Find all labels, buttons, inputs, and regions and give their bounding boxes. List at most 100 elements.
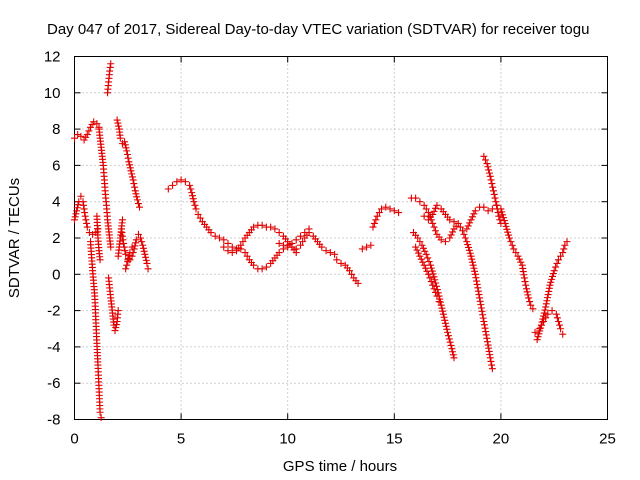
data-point	[275, 249, 283, 257]
data-point	[83, 223, 91, 231]
data-point	[354, 279, 362, 287]
data-point	[77, 132, 85, 140]
data-point	[470, 210, 478, 218]
data-point	[512, 249, 520, 257]
data-point	[463, 225, 471, 233]
data-point	[395, 209, 403, 217]
data-point	[220, 243, 228, 251]
data-point	[114, 307, 122, 315]
data-point	[477, 304, 485, 312]
data-point	[534, 333, 542, 341]
data-point	[429, 281, 437, 289]
data-point	[107, 243, 115, 251]
data-point	[544, 310, 552, 318]
data-point	[424, 209, 432, 217]
data-point	[473, 280, 481, 288]
data-point	[439, 307, 447, 315]
y-tick-label: 2	[52, 230, 60, 247]
data-point	[507, 238, 515, 246]
data-point	[123, 261, 131, 269]
data-point	[471, 270, 479, 278]
data-point	[133, 196, 141, 204]
data-point	[97, 414, 105, 422]
data-point	[267, 223, 275, 231]
data-point	[132, 190, 140, 198]
data-point	[547, 278, 555, 286]
data-point	[557, 252, 565, 260]
data-point	[121, 247, 129, 255]
data-point	[83, 219, 91, 227]
y-tick-label: -8	[47, 412, 60, 429]
data-point	[372, 216, 380, 224]
data-point	[499, 211, 507, 219]
data-point	[467, 216, 475, 224]
data-point	[474, 284, 482, 292]
data-point	[419, 258, 427, 266]
y-tick-label: 8	[52, 121, 60, 138]
chart-title: Day 047 of 2017, Sidereal Day-to-day VTE…	[47, 21, 589, 38]
data-point	[433, 292, 441, 300]
data-point	[475, 291, 483, 299]
data-point	[477, 301, 485, 309]
series-arc-14	[275, 225, 313, 249]
data-point	[132, 239, 140, 247]
data-marks	[71, 60, 571, 422]
data-point	[433, 201, 441, 209]
data-point	[524, 291, 532, 299]
data-point	[111, 327, 119, 335]
data-point	[115, 122, 123, 130]
series-arc-13	[220, 221, 300, 257]
data-point	[436, 298, 444, 306]
data-point	[93, 120, 101, 128]
data-point	[305, 225, 313, 233]
data-point	[137, 234, 145, 242]
data-point	[429, 219, 437, 227]
data-point	[74, 131, 82, 139]
data-point	[505, 234, 513, 242]
data-point	[275, 229, 283, 237]
data-point	[480, 321, 488, 329]
data-point	[479, 311, 487, 319]
data-point	[446, 338, 454, 346]
data-point	[420, 212, 428, 220]
data-point	[258, 265, 266, 273]
data-point	[552, 263, 560, 271]
data-point	[444, 328, 452, 336]
data-point	[82, 216, 90, 224]
data-point	[125, 255, 133, 263]
data-point	[463, 238, 471, 246]
data-point	[118, 216, 126, 224]
data-point	[545, 284, 553, 292]
data-point	[488, 361, 496, 369]
series-arc-23	[480, 152, 505, 227]
data-point	[430, 273, 438, 281]
data-point	[114, 119, 122, 127]
data-point	[483, 160, 491, 168]
data-point	[123, 151, 131, 159]
y-tick-label: 4	[52, 194, 60, 211]
data-point	[71, 216, 78, 224]
data-point	[544, 291, 552, 299]
series-arc-06	[104, 60, 115, 97]
data-point	[449, 228, 457, 236]
data-point	[140, 247, 148, 255]
x-tick-label: 20	[493, 431, 510, 448]
data-point	[122, 265, 130, 273]
data-point	[545, 287, 553, 295]
data-point	[444, 332, 452, 340]
data-point	[427, 278, 435, 286]
data-point	[450, 354, 458, 362]
data-point	[412, 243, 420, 251]
data-point	[427, 261, 435, 269]
data-point	[497, 219, 505, 227]
data-point	[450, 218, 458, 226]
data-point	[543, 297, 551, 305]
data-point	[288, 239, 296, 247]
data-point	[414, 249, 422, 257]
data-point	[465, 246, 473, 254]
data-point	[499, 214, 507, 222]
data-point	[483, 338, 491, 346]
data-point	[292, 249, 300, 257]
data-point	[488, 180, 496, 188]
data-point	[478, 307, 486, 315]
